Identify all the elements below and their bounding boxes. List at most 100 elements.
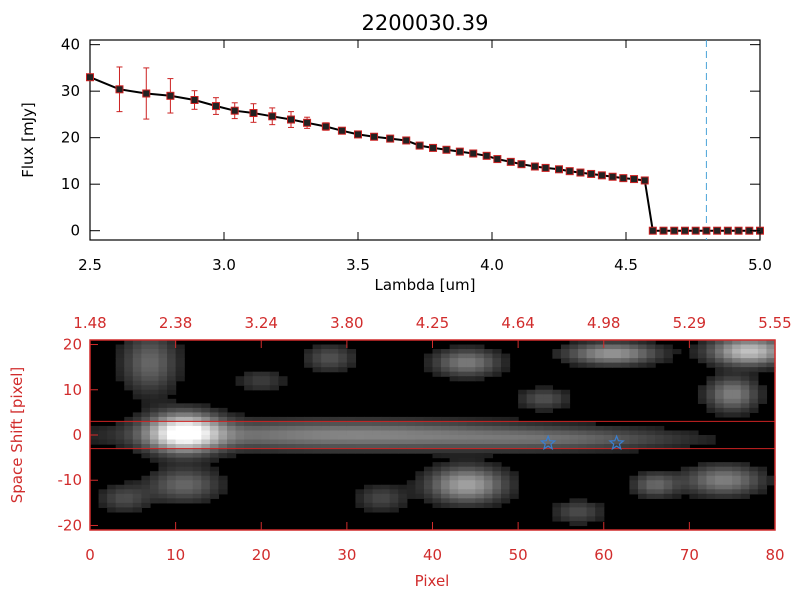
image-pixel — [535, 430, 545, 436]
image-pixel — [732, 376, 742, 382]
image-pixel — [595, 353, 605, 359]
data-point — [190, 96, 199, 104]
image-pixel — [372, 430, 382, 436]
image-pixel — [355, 498, 365, 504]
image-pixel — [364, 502, 374, 508]
image-pixel — [715, 340, 725, 346]
image-pixel — [689, 353, 699, 359]
data-point — [670, 226, 679, 235]
image-pixel — [706, 480, 716, 486]
image-pixel — [312, 444, 322, 450]
data-point — [517, 160, 526, 169]
image-pixel — [466, 430, 476, 436]
image-pixel — [483, 421, 494, 427]
image-pixel — [646, 353, 656, 359]
image-pixel — [578, 511, 588, 518]
image-pixel — [167, 462, 177, 468]
image-pixel — [466, 358, 476, 364]
image-pixel — [449, 353, 459, 359]
image-pixel — [295, 416, 305, 423]
image-pixel — [149, 430, 160, 436]
image-pixel — [415, 493, 425, 499]
image-pixel — [689, 344, 699, 350]
image-pixel — [278, 380, 288, 386]
data-point — [597, 171, 606, 180]
image-pixel — [355, 421, 365, 427]
top-tick-label: 4.98 — [587, 314, 620, 332]
image-pixel — [304, 439, 314, 445]
image-pixel — [466, 475, 476, 481]
image-pixel — [218, 444, 228, 450]
image-x-ticks: 0 10 20 30 40 50 60 70 80 — [85, 522, 785, 564]
image-pixel — [689, 349, 699, 355]
data-point — [354, 130, 362, 139]
image-pixel — [124, 362, 134, 368]
image-pixel — [449, 376, 459, 382]
image-pixel — [175, 448, 185, 454]
image-pixel — [115, 489, 125, 495]
image-pixel — [141, 353, 151, 359]
image-pixel — [329, 416, 339, 423]
image-pixel — [663, 430, 673, 436]
image-pixel — [723, 407, 733, 413]
image-pixel — [595, 507, 605, 513]
image-pixel — [646, 349, 656, 355]
image-pixel — [192, 403, 202, 409]
image-pixel — [184, 457, 194, 463]
data-point — [555, 165, 563, 174]
image-pixel — [329, 349, 339, 355]
image-pixel — [124, 367, 134, 373]
image-pixel — [192, 421, 202, 427]
image-pixel — [389, 416, 399, 423]
image-pixel — [175, 403, 185, 409]
image-pixel — [423, 439, 434, 445]
image-pixel — [552, 511, 562, 518]
image-pixel — [458, 493, 468, 499]
image-pixel — [672, 349, 682, 355]
image-pixel — [749, 475, 759, 481]
image-pixel — [141, 349, 151, 355]
image-pixel — [406, 435, 416, 441]
image-pixel — [620, 362, 631, 368]
image-pixel — [603, 430, 613, 436]
image-pixel — [518, 430, 528, 436]
image-pixel — [578, 448, 588, 454]
image-pixel — [715, 475, 725, 481]
image-pixel — [149, 349, 160, 355]
image-pixel — [757, 344, 768, 350]
image-pixel — [115, 362, 125, 368]
image-pixel — [475, 430, 485, 436]
image-pixel — [732, 358, 742, 364]
image-pixel — [269, 385, 279, 391]
image-pixel — [406, 493, 416, 499]
image-pixel — [321, 349, 331, 355]
image-pixel — [569, 511, 579, 518]
image-pixel — [749, 484, 759, 490]
image-pixel — [132, 448, 142, 454]
image-pixel — [158, 340, 168, 346]
image-pixel — [663, 358, 673, 364]
image-pixel — [321, 416, 331, 423]
image-pixel — [132, 385, 142, 391]
data-point — [268, 112, 277, 121]
image-pixel — [535, 398, 545, 404]
image-pixel — [201, 489, 211, 495]
image-pixel — [278, 376, 288, 382]
image-pixel — [629, 362, 639, 368]
image-pixel — [372, 416, 382, 423]
image-pixel — [552, 421, 562, 427]
image-pixel — [201, 498, 211, 504]
image-pixel — [415, 489, 425, 495]
image-pixel — [723, 398, 733, 404]
image-pixel — [355, 489, 365, 495]
top-tick-label: 5.29 — [673, 314, 706, 332]
image-pixel — [509, 416, 519, 423]
image-pixel — [586, 340, 596, 346]
image-pixel — [381, 498, 391, 504]
image-pixel — [184, 453, 194, 459]
image-pixel — [535, 435, 545, 441]
image-pixel — [141, 435, 151, 441]
image-pixel — [560, 507, 571, 513]
image-pixel — [441, 489, 451, 495]
image-pixel — [184, 484, 194, 490]
